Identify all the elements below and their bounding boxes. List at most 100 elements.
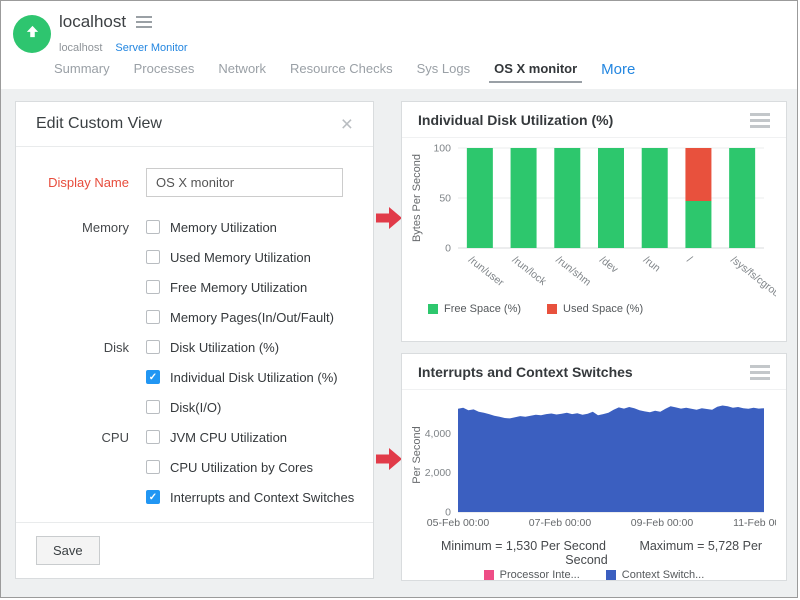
breadcrumb: localhost Server Monitor <box>59 42 188 54</box>
tab-resource-checks[interactable]: Resource Checks <box>290 61 393 76</box>
svg-text:2,000: 2,000 <box>425 467 451 479</box>
group-label-memory: Memory <box>82 219 129 235</box>
display-name-label: Display Name <box>48 175 129 190</box>
option-label: Used Memory Utilization <box>170 249 311 265</box>
svg-text:0: 0 <box>445 507 451 519</box>
checkbox-free-memory-utilization[interactable] <box>146 280 160 294</box>
svg-text:07-Feb 00:00: 07-Feb 00:00 <box>529 517 592 529</box>
option-row-disk-utilization: Disk Disk Utilization (%) <box>16 332 373 362</box>
checkbox-interrupts-and-context-switches[interactable]: ✓ <box>146 490 160 504</box>
svg-text:/run/shm: /run/shm <box>553 254 593 289</box>
disk-utilization-chart: 100 50 0 Bytes Per Second/run/user/run/lock… <box>411 143 787 304</box>
legend-swatch <box>605 570 616 580</box>
group-label-disk: Disk <box>103 339 129 355</box>
disk-card-title: Individual Disk Utilization (%) <box>418 112 614 128</box>
legend-item-processor-inte[interactable]: Processor Inte... <box>483 569 580 581</box>
svg-text:05-Feb 00:00: 05-Feb 00:00 <box>427 517 490 529</box>
svg-text:4,000: 4,000 <box>425 428 451 440</box>
checkbox-used-memory-utilization[interactable] <box>146 250 160 264</box>
legend-swatch <box>428 304 438 314</box>
edit-custom-view-panel: Edit Custom View × Display Name MemoryMe… <box>15 101 374 579</box>
tab-os-x-monitor[interactable]: OS X monitor <box>489 61 583 84</box>
legend-swatch <box>483 570 494 580</box>
annotation-arrow-disk <box>376 207 402 229</box>
option-row-interrupts-and-context-switches: ✓ Interrupts and Context Switches <box>16 482 373 512</box>
group-label-cpu: CPU <box>101 429 129 445</box>
legend-label: Free Space (%) <box>444 303 522 315</box>
option-row-free-memory-utilization: Free Memory Utilization <box>16 272 373 302</box>
more-menu[interactable]: More <box>601 61 636 78</box>
option-row-disk-i-o: Disk(I/O) <box>16 392 373 422</box>
svg-text:50: 50 <box>439 193 451 205</box>
save-button[interactable]: Save <box>36 536 100 565</box>
monitor-status-badge <box>13 15 51 53</box>
legend-label: Processor Inte... <box>499 569 580 581</box>
option-row-used-memory-utilization: Used Memory Utilization <box>16 242 373 272</box>
metric-options: Memory Memory Utilization Used Memory Util… <box>16 212 373 512</box>
svg-text:/dev: /dev <box>597 254 621 276</box>
interrupts-card-menu-icon[interactable] <box>750 364 770 380</box>
svg-text:11-Feb 00:00: 11-Feb 00:00 <box>733 517 776 529</box>
svg-text:Per Second: Per Second <box>411 426 423 483</box>
option-row-memory-utilization: Memory Memory Utilization <box>16 212 373 242</box>
svg-text:Bytes Per Second: Bytes Per Second <box>411 154 423 242</box>
svg-text:/run/user: /run/user <box>466 254 506 289</box>
up-arrow-icon <box>24 23 41 45</box>
option-row-cpu-utilization-by-cores: CPU Utilization by Cores <box>16 452 373 482</box>
tab-bar: Summary Processes Network Resource Checks Sy… <box>54 61 583 84</box>
breadcrumb-server-monitor-link[interactable]: Server Monitor <box>115 42 188 54</box>
option-label: JVM CPU Utilization <box>170 429 288 445</box>
checkbox-individual-disk-utilization[interactable]: ✓ <box>146 370 160 384</box>
option-label: Individual Disk Utilization (%) <box>170 369 338 385</box>
legend-swatch <box>547 304 558 314</box>
title-menu-icon[interactable] <box>136 16 153 28</box>
svg-text:/run: /run <box>641 254 663 275</box>
header: localhost localhost Server Monitor Summa… <box>1 1 797 89</box>
option-row-memory-pages-in-out-fault: Memory Pages(In/Out/Fault) <box>16 302 373 332</box>
tab-processes[interactable]: Processes <box>133 61 195 76</box>
checkbox-memory-pages-in-out-fault[interactable] <box>146 310 160 324</box>
legend-item-free-space[interactable]: Free Space (%) <box>428 303 521 315</box>
maximum-value: Maximum = 5,728 Per Second <box>565 539 763 567</box>
display-name-input[interactable] <box>146 168 343 197</box>
minimum-value: Minimum = 1,530 Per Second <box>440 539 606 553</box>
option-row-jvm-cpu-utilization: CPU JVM CPU Utilization <box>16 422 373 452</box>
interrupts-card: Interrupts and Context Switches 0 2,000 4,… <box>401 353 795 581</box>
disk-utilization-card: Individual Disk Utilization (%) 100 50 0 By… <box>401 101 787 342</box>
tab-network[interactable]: Network <box>218 61 267 76</box>
interrupts-chart-legend: Processor Inte... Context Switch... <box>402 569 786 581</box>
breadcrumb-host: localhost <box>59 42 103 54</box>
svg-text:100: 100 <box>433 143 451 155</box>
checkbox-disk-i-o[interactable] <box>146 400 160 414</box>
page-title: localhost <box>59 12 127 31</box>
disk-card-menu-icon[interactable] <box>750 112 770 128</box>
option-row-individual-disk-utilization: ✓ Individual Disk Utilization (%) <box>16 362 373 392</box>
checkbox-cpu-utilization-by-cores[interactable] <box>146 460 160 474</box>
panel-title: Edit Custom View <box>36 115 162 132</box>
checkbox-memory-utilization[interactable] <box>146 220 160 234</box>
annotation-arrow-interrupts <box>376 448 402 470</box>
svg-text:0: 0 <box>445 243 451 255</box>
legend-item-used-space[interactable]: Used Space (%) <box>547 303 643 315</box>
option-label: Free Memory Utilization <box>170 279 308 295</box>
svg-text:/: / <box>685 254 695 265</box>
tab-summary[interactable]: Summary <box>54 61 110 76</box>
svg-text:09-Feb 00:00: 09-Feb 00:00 <box>631 517 694 529</box>
checkbox-disk-utilization[interactable] <box>146 340 160 354</box>
interrupts-card-title: Interrupts and Context Switches <box>418 364 633 380</box>
option-label: Interrupts and Context Switches <box>170 489 355 505</box>
checkbox-jvm-cpu-utilization[interactable] <box>146 430 160 444</box>
legend-item-context-switch[interactable]: Context Switch... <box>605 569 705 581</box>
svg-text:/run/lock: /run/lock <box>510 254 549 288</box>
option-label: Disk(I/O) <box>170 399 222 415</box>
option-label: Memory Utilization <box>170 219 277 235</box>
close-icon[interactable]: × <box>340 112 353 136</box>
tab-sys-logs[interactable]: Sys Logs <box>416 61 471 76</box>
legend-label: Context Switch... <box>621 569 705 581</box>
option-label: Memory Pages(In/Out/Fault) <box>170 309 334 325</box>
legend-label: Used Space (%) <box>563 303 644 315</box>
option-label: Disk Utilization (%) <box>170 339 280 355</box>
minmax-row: Minimum = 1,530 Per Second Maximum = 5,7… <box>402 539 786 567</box>
